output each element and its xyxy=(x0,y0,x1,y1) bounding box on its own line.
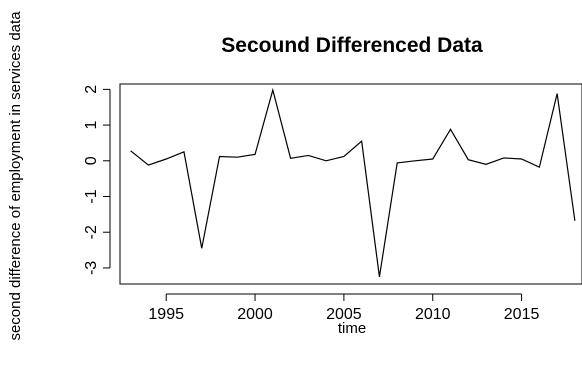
x-tick-label: 2005 xyxy=(326,306,362,323)
data-point xyxy=(432,158,433,159)
y-tick-label: -3 xyxy=(83,261,100,275)
data-point xyxy=(272,89,273,90)
data-point xyxy=(450,129,451,130)
data-point xyxy=(219,156,220,157)
data-point xyxy=(290,158,291,159)
data-point xyxy=(166,158,167,159)
data-point xyxy=(183,151,184,152)
x-axis-label: time xyxy=(338,320,366,337)
data-point xyxy=(130,150,131,151)
data-point xyxy=(326,160,327,161)
y-axis-label: second difference of employment in servi… xyxy=(7,11,24,341)
data-point xyxy=(379,276,380,277)
data-point xyxy=(343,156,344,157)
chart-title: Secound Differenced Data xyxy=(221,34,483,57)
data-point xyxy=(254,154,255,155)
x-axis: 1995 2000 2005 2010 2015 xyxy=(148,293,540,323)
x-tick-label: 2010 xyxy=(415,306,451,323)
x-tick-label: 2015 xyxy=(504,306,540,323)
data-point xyxy=(468,159,469,160)
plot-frame xyxy=(119,83,582,285)
data-point xyxy=(397,162,398,163)
data-point xyxy=(485,164,486,165)
data-point xyxy=(521,158,522,159)
y-tick-label: 1 xyxy=(83,121,100,130)
data-point xyxy=(539,167,540,168)
y-tick-label: -1 xyxy=(83,189,100,203)
data-point xyxy=(574,220,575,221)
data-point xyxy=(201,248,202,249)
data-point xyxy=(148,164,149,165)
series-layer xyxy=(130,87,576,277)
data-point xyxy=(361,141,362,142)
data-point xyxy=(503,157,504,158)
x-tick-label: 1995 xyxy=(148,306,184,323)
y-axis: -3 -2 -1 0 1 2 xyxy=(83,85,111,275)
data-point xyxy=(308,155,309,156)
y-tick-label: 0 xyxy=(83,156,100,165)
data-point xyxy=(557,93,558,94)
x-tick-label: 2000 xyxy=(237,306,273,323)
data-point xyxy=(414,160,415,161)
y-tick-label: -2 xyxy=(83,225,100,239)
y-tick-label: 2 xyxy=(83,85,100,94)
data-point xyxy=(237,157,238,158)
series-line xyxy=(130,87,576,277)
